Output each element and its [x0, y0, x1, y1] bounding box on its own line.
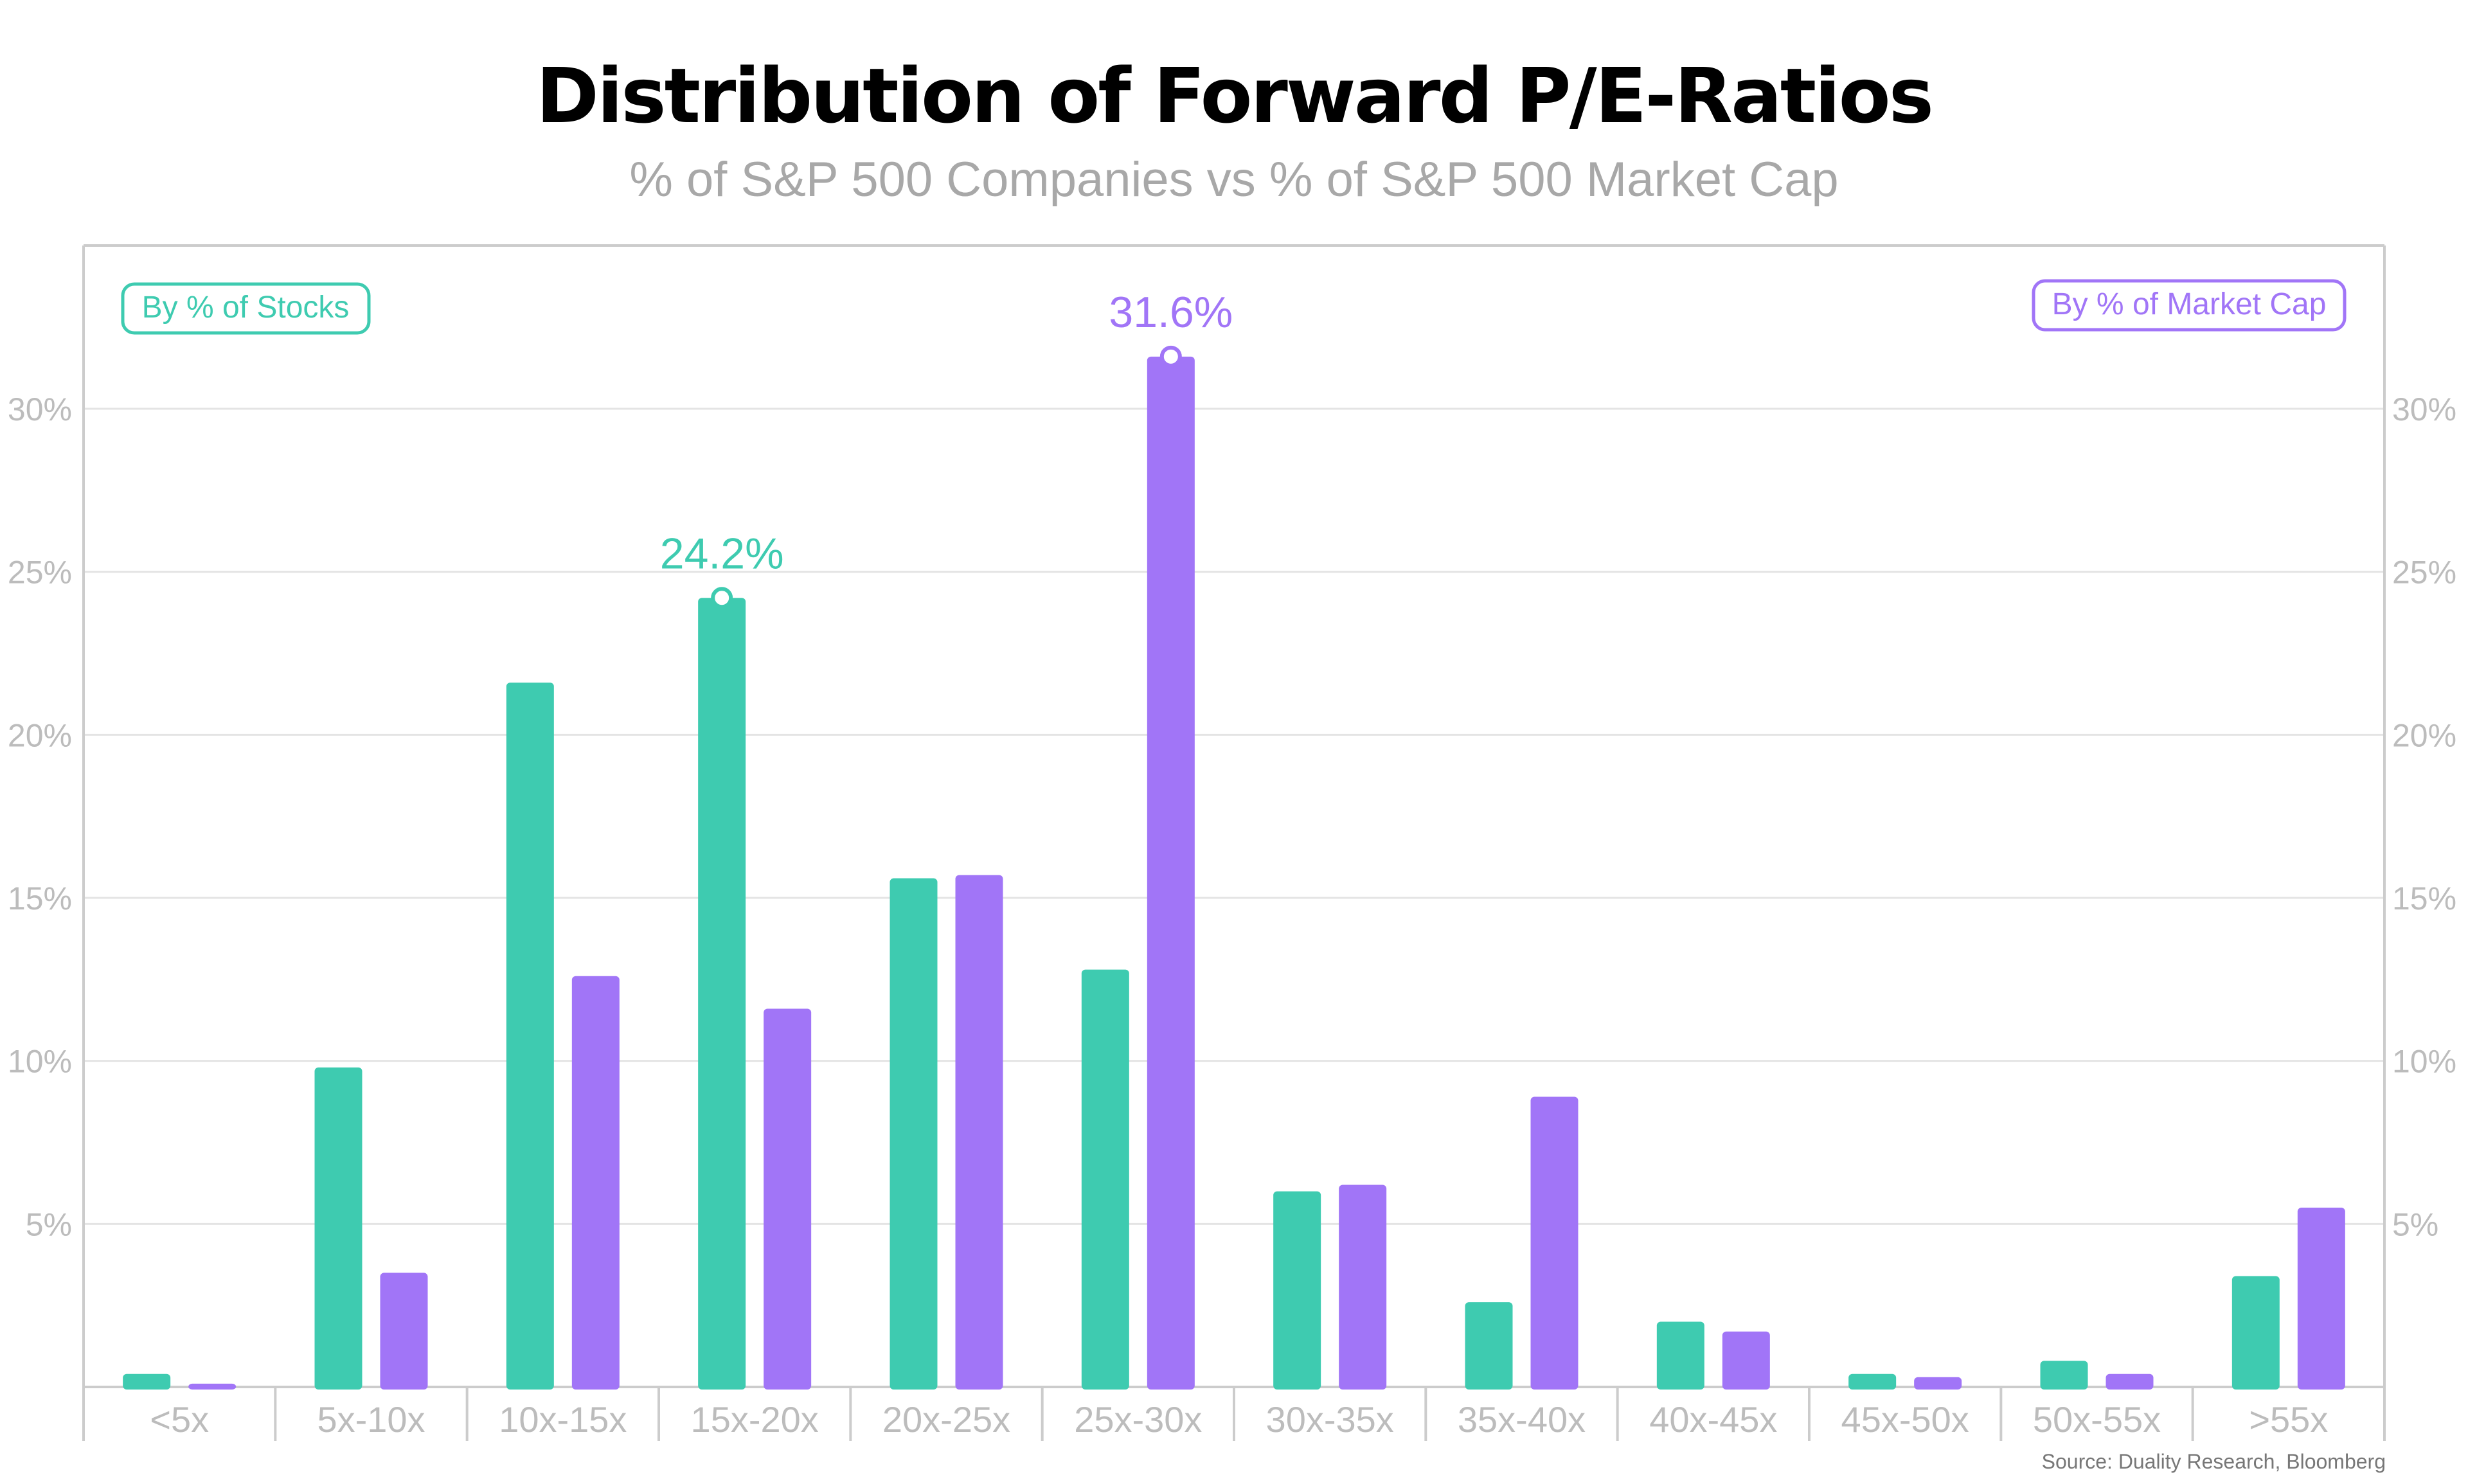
x-tick-label: 15x-20x: [691, 1399, 819, 1440]
x-tick-label: 30x-35x: [1266, 1399, 1394, 1440]
chart-title: Distribution of Forward P/E-Ratios: [536, 51, 1932, 140]
x-tick-label: 35x-40x: [1458, 1399, 1586, 1440]
y-tick-label-right: 5%: [2392, 1206, 2438, 1242]
x-tick-label: >55x: [2249, 1399, 2328, 1440]
bar-stocks: [698, 598, 746, 1390]
x-axis-labels: <5x 5x-10x 10x-15x 15x-20x 20x-25x 25x-30x 30x…: [150, 1399, 2328, 1440]
legend-stocks: By % of Stocks: [121, 282, 371, 335]
annotations: 24.2% 31.6%: [660, 288, 1233, 609]
y-tick-label-right: 25%: [2392, 555, 2456, 591]
source-note: Source: Duality Research, Bloomberg: [2042, 1450, 2386, 1473]
x-tick-label: 20x-25x: [882, 1399, 1010, 1440]
y-tick-label-right: 20%: [2392, 717, 2456, 753]
y-tick-label-right: 30%: [2392, 391, 2456, 427]
bar-stocks: [506, 683, 554, 1390]
y-tick-label-left: 25%: [8, 555, 72, 591]
x-tick-label: 40x-45x: [1649, 1399, 1777, 1440]
bar-market-cap: [571, 976, 620, 1390]
bar-stocks: [1081, 969, 1129, 1390]
bar-market-cap: [1914, 1377, 1962, 1390]
chart-subtitle: % of S&P 500 Companies vs % of S&P 500 M…: [629, 152, 1838, 207]
annotation-label: 24.2%: [660, 529, 784, 578]
legend-market-cap-label: By % of Market Cap: [2052, 287, 2327, 321]
bar-market-cap: [955, 875, 1003, 1390]
legend-market-cap-box: [2032, 279, 2347, 332]
bar-stocks: [1465, 1302, 1513, 1390]
bar-stocks: [1656, 1321, 1704, 1390]
y-tick-label-right: 10%: [2392, 1044, 2456, 1080]
y-tick-label-left: 30%: [8, 391, 72, 427]
bar-stocks: [314, 1067, 362, 1390]
x-tick-label: 45x-50x: [1841, 1399, 1969, 1440]
bar-stocks: [1273, 1191, 1321, 1390]
legend-stocks-box: [121, 282, 371, 335]
bar-market-cap: [1722, 1331, 1770, 1390]
y-tick-label-left: 5%: [26, 1206, 72, 1242]
y-tick-label-left: 15%: [8, 881, 72, 916]
bar-market-cap: [764, 1008, 812, 1390]
annotation-marker: [711, 587, 733, 609]
bar-stocks: [1848, 1373, 1897, 1390]
x-tick-label: 5x-10x: [317, 1399, 425, 1440]
bar-market-cap: [380, 1273, 428, 1390]
bars: [123, 356, 2345, 1390]
legend-stocks-label: By % of Stocks: [142, 291, 350, 325]
bar-stocks: [890, 878, 938, 1390]
legend-market-cap: By % of Market Cap: [2032, 279, 2347, 332]
bar-stocks: [2231, 1276, 2280, 1390]
annotation-label: 31.6%: [1109, 288, 1233, 337]
x-tick-label: 25x-30x: [1074, 1399, 1202, 1440]
x-tick-label: 10x-15x: [499, 1399, 627, 1440]
bar-market-cap: [1147, 356, 1195, 1390]
y-tick-label-left: 10%: [8, 1044, 72, 1080]
x-tick-label: <5x: [150, 1399, 209, 1440]
plot-frame: [82, 244, 2386, 1441]
y-axis-right: 5% 10% 15% 20% 25% 30%: [2392, 391, 2456, 1242]
annotation-marker: [1159, 345, 1182, 368]
bar-market-cap: [1339, 1185, 1387, 1390]
y-tick-label-left: 20%: [8, 717, 72, 753]
x-tick-label: 50x-55x: [2033, 1399, 2161, 1440]
bar-market-cap: [2106, 1373, 2154, 1390]
bar-market-cap: [188, 1383, 237, 1390]
y-axis-left: 5% 10% 15% 20% 25% 30%: [8, 391, 72, 1242]
y-tick-label-right: 15%: [2392, 881, 2456, 916]
bar-stocks: [123, 1373, 171, 1390]
grid-lines: [84, 407, 2384, 1225]
bar-market-cap: [1530, 1096, 1578, 1390]
bar-market-cap: [2297, 1207, 2345, 1390]
bar-stocks: [2040, 1361, 2088, 1390]
